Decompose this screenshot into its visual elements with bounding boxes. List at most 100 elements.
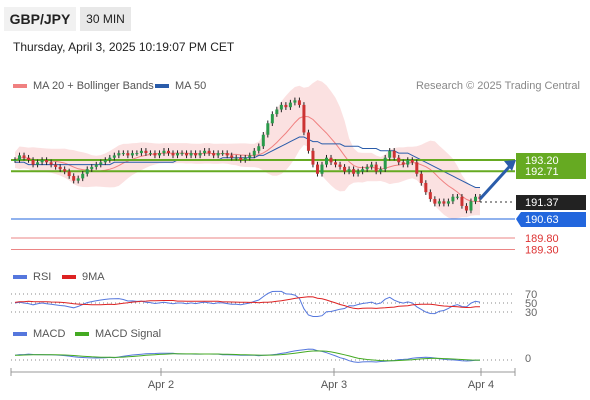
candle-body	[383, 157, 387, 170]
candle	[194, 150, 198, 159]
candle-body	[176, 153, 180, 156]
candle	[356, 168, 360, 177]
legend-ma20: MA 20 + Bollinger Bands	[13, 80, 154, 92]
candle-body	[315, 164, 319, 174]
candle-body	[221, 153, 225, 155]
candle-body	[325, 157, 329, 165]
candle-body	[464, 205, 468, 211]
pair-title: GBP/JPY	[4, 7, 76, 31]
level-label-192-71: 192.71	[525, 166, 559, 178]
candle-body	[451, 196, 455, 202]
candle-body	[81, 173, 85, 179]
candle	[216, 150, 220, 159]
candle-body	[36, 162, 40, 165]
candle-body	[306, 132, 310, 151]
candle	[18, 152, 22, 163]
candle-body	[248, 155, 252, 158]
candle-body	[365, 166, 369, 170]
candle-body	[234, 157, 238, 159]
candle	[383, 154, 387, 172]
level-label-191-37: 191.37	[525, 197, 559, 209]
candle-body	[144, 150, 148, 154]
candle-body	[180, 153, 184, 155]
candle-body	[49, 162, 53, 165]
candle-body	[428, 192, 432, 200]
candle	[94, 161, 98, 170]
candle	[157, 150, 161, 159]
candle	[352, 166, 356, 177]
candle	[374, 161, 378, 175]
candle-body	[252, 150, 256, 156]
candle-body	[117, 153, 121, 156]
legend-label-ma50: MA 50	[175, 80, 207, 92]
candle	[189, 150, 193, 159]
rsi-line	[14, 290, 481, 317]
candle	[388, 148, 392, 161]
candle	[108, 154, 112, 163]
candle	[144, 148, 148, 156]
current-label-bg	[516, 195, 586, 211]
x-tick-label: Apr 2	[148, 379, 174, 391]
candle-body	[103, 160, 107, 163]
timestamp: Thursday, April 3, 2025 10:19:07 PM CET	[13, 40, 235, 54]
legend-swatch-9ma	[62, 275, 76, 279]
level-label-189-80: 189.80	[525, 233, 559, 245]
candle	[81, 171, 85, 182]
candle	[424, 180, 428, 195]
candle	[63, 166, 67, 175]
candle-body	[31, 160, 35, 165]
bollinger-band	[15, 80, 480, 219]
candle	[401, 159, 405, 168]
candle	[460, 193, 464, 209]
candle-body	[442, 201, 446, 204]
candle	[329, 154, 333, 166]
candle	[85, 166, 89, 177]
candle-body	[54, 164, 58, 167]
candle-body	[157, 153, 161, 156]
candle	[428, 189, 432, 202]
candle-body	[406, 160, 410, 165]
level-label-190-63: 190.63	[525, 214, 559, 226]
candle-body	[320, 164, 324, 174]
level-label-current: 191.37	[516, 195, 586, 211]
candle	[103, 157, 107, 166]
candle	[293, 97, 297, 106]
candle-body	[18, 155, 22, 160]
candle	[334, 159, 338, 168]
candle-body	[473, 196, 477, 202]
candle-body	[392, 150, 396, 158]
ma50-line	[15, 136, 480, 188]
candle	[469, 198, 473, 214]
candle-body	[288, 102, 292, 108]
candle	[243, 154, 247, 163]
candle	[464, 203, 468, 214]
candle-body	[401, 162, 405, 165]
candle-body	[85, 169, 89, 174]
candle	[419, 171, 423, 186]
candle-body	[40, 160, 44, 163]
copyright-text: Research © 2025 Trading Central	[415, 80, 580, 92]
level-label-pivot: 190.63	[516, 212, 586, 227]
candle-body	[112, 155, 116, 158]
candle-body	[230, 155, 234, 158]
candle-body	[76, 178, 80, 181]
candle-body	[45, 160, 49, 163]
candle-body	[424, 182, 428, 193]
legend-label-rsi: RSI	[33, 271, 52, 283]
candle-body	[225, 153, 229, 156]
candle	[203, 148, 207, 156]
candle	[121, 150, 125, 156]
legend-swatch-macd-signal	[75, 332, 89, 336]
candle-body	[22, 155, 26, 158]
candle	[162, 148, 166, 156]
candle-body	[171, 153, 175, 156]
candle-body	[108, 157, 112, 160]
candle-body	[352, 169, 356, 174]
candle	[126, 150, 130, 159]
level-label-189-30: 189.30	[525, 245, 559, 257]
candle	[31, 157, 35, 168]
interval-badge[interactable]: 30 MIN	[80, 7, 131, 31]
candle	[58, 164, 62, 172]
candle-body	[388, 150, 392, 158]
